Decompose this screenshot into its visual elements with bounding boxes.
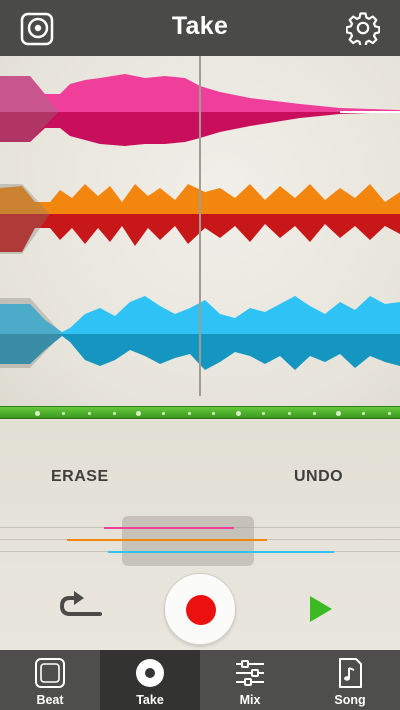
tab-song[interactable]: Song xyxy=(300,650,400,710)
waveform-canvas[interactable] xyxy=(0,56,400,410)
top-bar: Take xyxy=(0,0,400,56)
record-disc-icon xyxy=(136,659,164,687)
timeline-tick xyxy=(113,412,116,415)
erase-button[interactable]: ERASE xyxy=(51,468,109,485)
timeline-tick xyxy=(88,412,91,415)
track-pink-cap xyxy=(0,76,58,142)
record-dot-icon xyxy=(186,595,216,625)
tab-mix[interactable]: Mix xyxy=(200,650,300,710)
timeline-tick xyxy=(162,412,165,415)
timeline-tick xyxy=(212,412,215,415)
overview-window[interactable] xyxy=(122,516,254,566)
playhead[interactable] xyxy=(199,56,201,396)
tab-label: Beat xyxy=(36,693,64,707)
timeline-tick xyxy=(262,412,265,415)
timeline-tick xyxy=(362,412,365,415)
disc-square-icon[interactable] xyxy=(20,12,54,46)
controls-panel: ERASE UNDO xyxy=(0,420,400,650)
timeline-tick xyxy=(388,412,391,415)
overview-strip[interactable] xyxy=(0,510,400,570)
drum-pad-icon xyxy=(35,658,65,688)
page-title: Take xyxy=(171,12,229,40)
tab-take[interactable]: Take xyxy=(100,650,200,710)
tab-bar: Beat Take Mix Song xyxy=(0,650,400,710)
timeline-tick xyxy=(288,412,291,415)
tab-label: Song xyxy=(334,693,366,707)
track-orange-cap xyxy=(0,184,50,254)
overview-track-blue xyxy=(108,551,334,553)
timeline-marker xyxy=(35,411,40,416)
overview-track-orange xyxy=(67,539,267,541)
song-sheet-icon xyxy=(339,658,362,688)
timeline-tick xyxy=(62,412,65,415)
tracks-area[interactable] xyxy=(0,56,400,410)
track-blue-cap xyxy=(0,298,62,368)
overview-track-pink xyxy=(104,527,234,529)
timeline-bar[interactable] xyxy=(0,406,400,419)
tab-beat[interactable]: Beat xyxy=(0,650,100,710)
gear-icon[interactable] xyxy=(346,11,380,45)
timeline-tick xyxy=(188,412,191,415)
timeline-marker xyxy=(136,411,141,416)
play-icon[interactable] xyxy=(308,594,334,624)
tab-label: Take xyxy=(136,693,164,707)
undo-button[interactable]: UNDO xyxy=(294,468,344,485)
loop-back-icon[interactable] xyxy=(56,590,106,624)
timeline-marker xyxy=(336,411,341,416)
timeline-tick xyxy=(313,412,316,415)
timeline-marker xyxy=(236,411,241,416)
tab-label: Mix xyxy=(239,693,261,707)
record-button[interactable] xyxy=(164,573,236,645)
sliders-icon xyxy=(236,660,264,686)
